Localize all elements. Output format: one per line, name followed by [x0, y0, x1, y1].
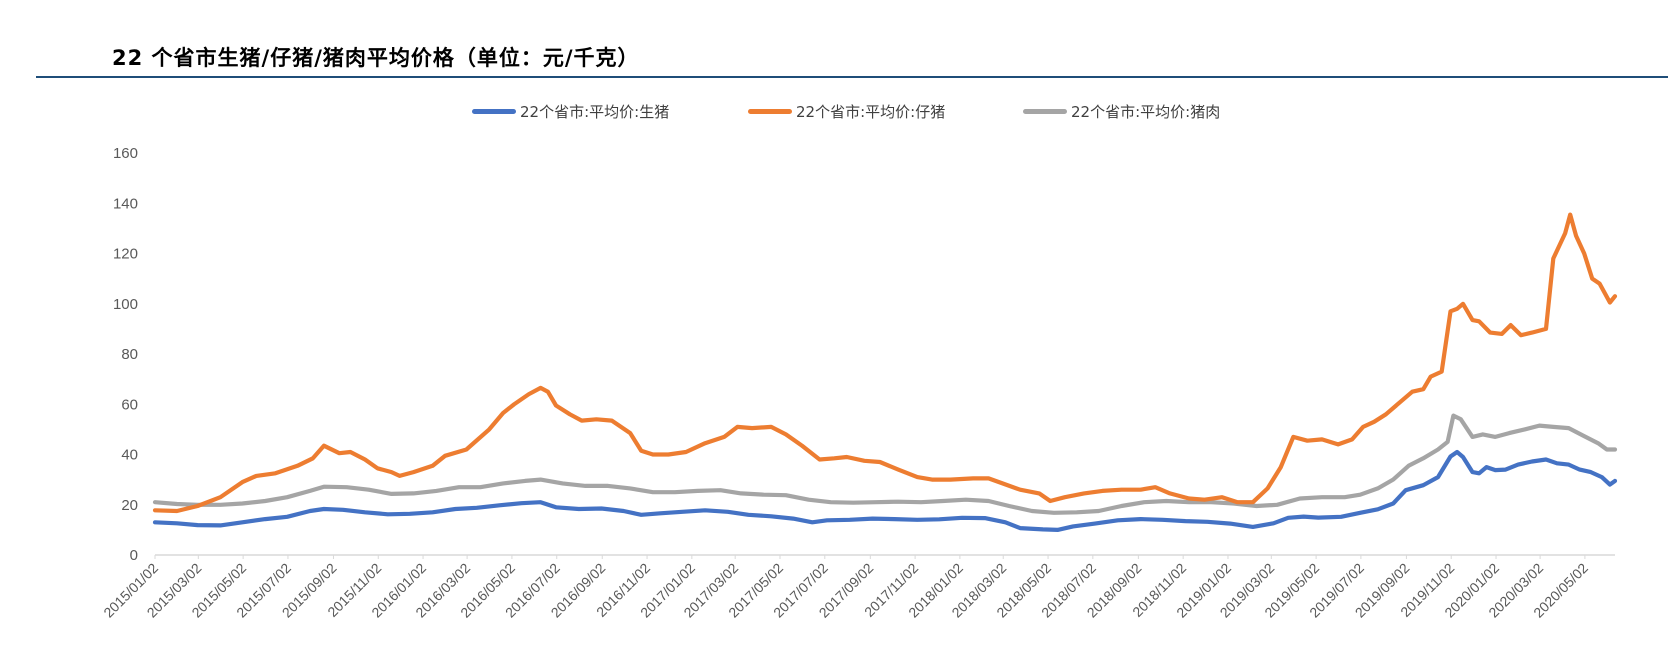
y-tick-label: 140: [113, 195, 138, 212]
legend-label-piglet: 22个省市:平均价:仔猪: [796, 103, 946, 121]
series-line-pork: [152, 413, 1618, 515]
legend-label-pork: 22个省市:平均价:猪肉: [1071, 103, 1221, 121]
y-tick-label: 40: [121, 447, 138, 464]
legend-label-hog: 22个省市:平均价:生猪: [520, 103, 670, 121]
series-line-piglet: [152, 212, 1618, 514]
legend-item-pork: 22个省市:平均价:猪肉: [1023, 101, 1220, 122]
legend-item-hog: 22个省市:平均价:生猪: [472, 101, 669, 122]
y-tick-label: 80: [121, 346, 138, 363]
y-tick-label: 0: [130, 547, 138, 564]
legend: 22个省市:平均价:生猪 22个省市:平均价:仔猪 22个省市:平均价:猪肉: [0, 101, 1668, 125]
series-line-hog: [152, 449, 1618, 532]
legend-item-piglet: 22个省市:平均价:仔猪: [748, 101, 945, 122]
y-tick-label: 120: [113, 246, 138, 263]
y-tick-label: 160: [113, 145, 138, 162]
legend-swatch-hog: [472, 109, 516, 114]
legend-swatch-pork: [1023, 109, 1067, 114]
chart-title: 22 个省市生猪/仔猪/猪肉平均价格（单位：元/千克）: [112, 46, 640, 70]
y-tick-label: 60: [121, 396, 138, 413]
y-tick-label: 20: [121, 497, 138, 514]
title-divider: [36, 76, 1668, 78]
y-tick-label: 100: [113, 296, 138, 313]
legend-swatch-piglet: [748, 109, 792, 114]
